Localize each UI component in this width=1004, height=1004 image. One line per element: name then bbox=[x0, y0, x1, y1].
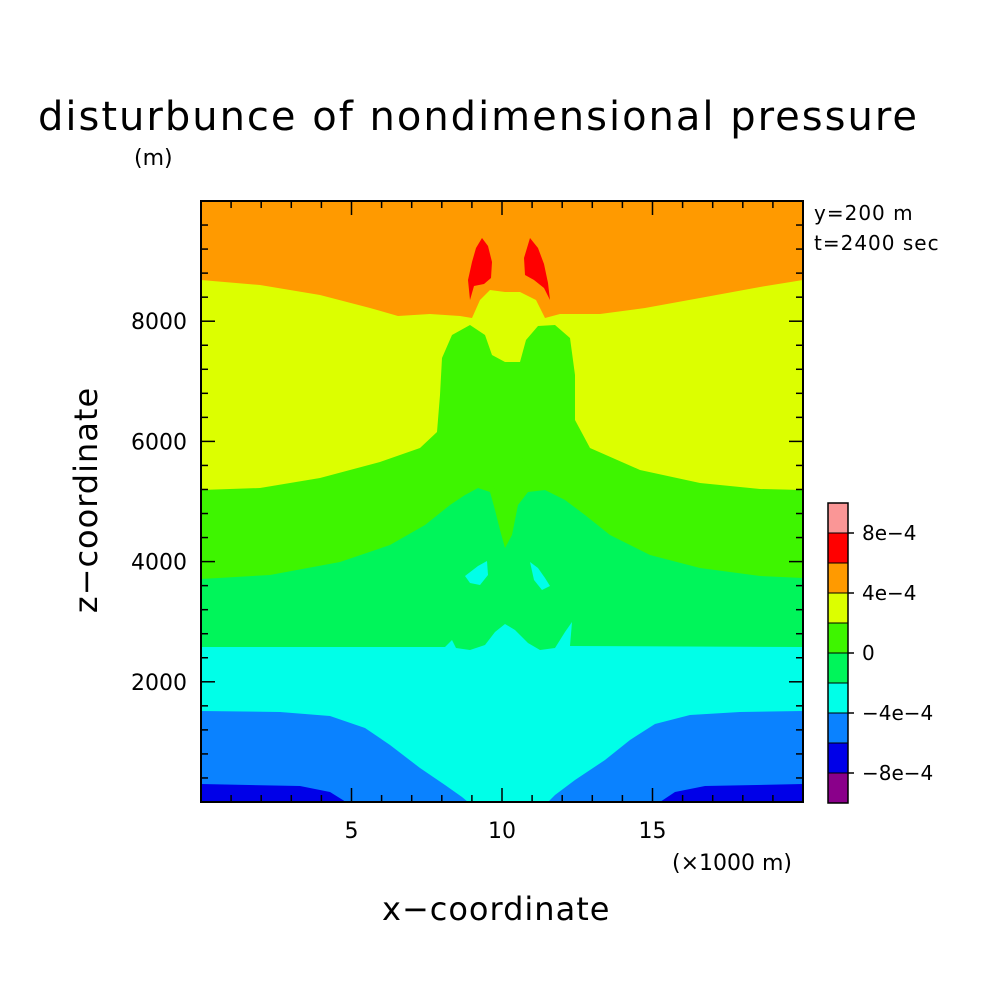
x-axis-unit: (×1000 m) bbox=[672, 851, 793, 876]
colorbar-label: −8e−4 bbox=[862, 761, 933, 785]
x-tick-label: 10 bbox=[488, 819, 516, 844]
contour-pocket-right bbox=[530, 562, 550, 590]
colorbar-cell bbox=[827, 532, 849, 564]
axis-ticks: 5 10 15 2000 4000 6000 8000 bbox=[131, 201, 803, 844]
colorbar-cell bbox=[827, 622, 849, 654]
colorbar-cell bbox=[827, 742, 849, 774]
colorbar-cell bbox=[827, 712, 849, 744]
colorbar-cell bbox=[827, 502, 849, 534]
chart-title: disturbunce of nondimensional pressure bbox=[38, 94, 919, 140]
x-axis-label: x−coordinate bbox=[382, 890, 611, 928]
contour-blob-center bbox=[489, 455, 530, 494]
colorbar-cell bbox=[827, 562, 849, 594]
annotation-time: t=2400 sec bbox=[814, 231, 940, 255]
colorbar-cell bbox=[827, 652, 849, 684]
annotation-y-position: y=200 m bbox=[814, 201, 914, 225]
y-tick-label: 8000 bbox=[131, 310, 187, 335]
colorbar-cell bbox=[827, 682, 849, 714]
y-tick-label: 6000 bbox=[131, 430, 187, 455]
y-tick-label: 4000 bbox=[131, 551, 187, 576]
colorbar-cell bbox=[827, 592, 849, 624]
contour-fields bbox=[201, 201, 803, 802]
colorbar-label: 4e−4 bbox=[862, 581, 917, 605]
colorbar-cell bbox=[827, 772, 849, 804]
colorbar: 8e−4 4e−4 0 −4e−4 −8e−4 bbox=[827, 502, 933, 804]
contour-peak-right bbox=[524, 238, 550, 300]
contour-peak-left bbox=[468, 238, 492, 300]
x-tick-label: 15 bbox=[639, 819, 667, 844]
colorbar-label: −4e−4 bbox=[862, 701, 933, 725]
contour-band-orange bbox=[201, 201, 803, 318]
colorbar-label: 0 bbox=[862, 641, 875, 665]
x-tick-label: 5 bbox=[345, 819, 359, 844]
contour-pocket-left bbox=[465, 561, 488, 585]
colorbar-label: 8e−4 bbox=[862, 521, 917, 545]
y-axis-unit: (m) bbox=[134, 146, 173, 171]
y-tick-label: 2000 bbox=[131, 671, 187, 696]
